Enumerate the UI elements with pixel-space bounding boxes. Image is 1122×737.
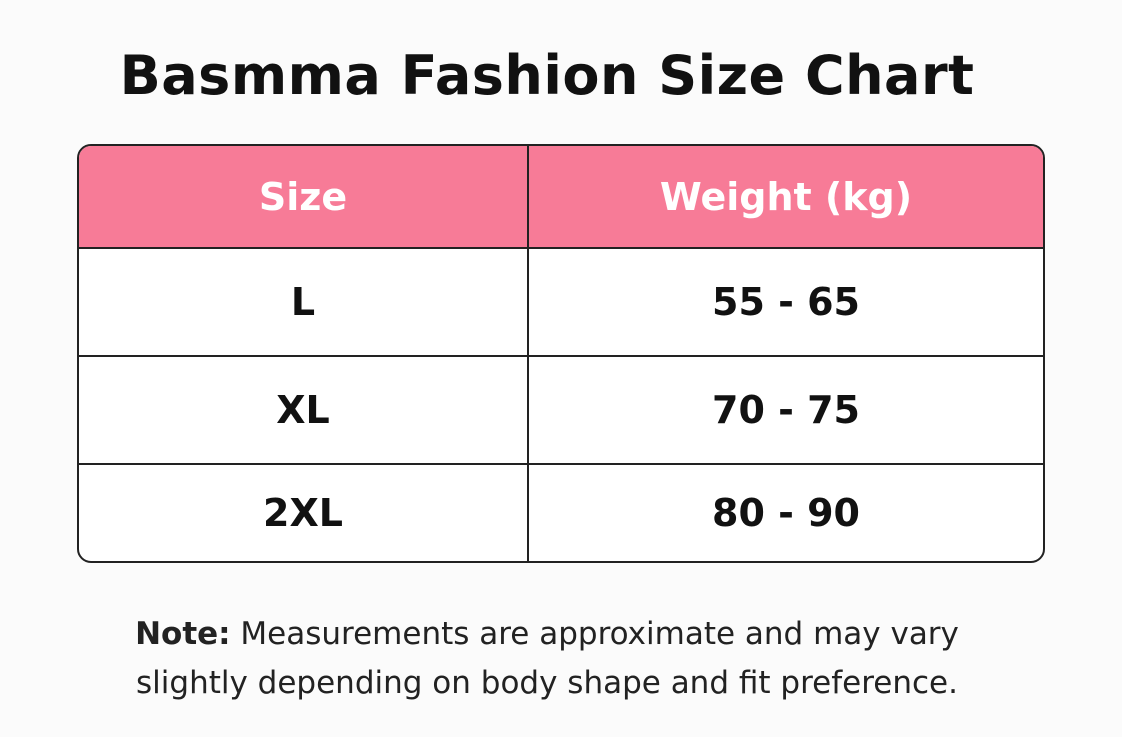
cell: 55 - 65	[529, 247, 1043, 355]
cell: 80 - 90	[529, 463, 1043, 561]
column-header: Weight (kg)	[529, 146, 1043, 247]
title: Basmma Fashion Size Chart	[119, 44, 975, 107]
row: 2XL 80 - 90	[79, 463, 1043, 561]
cell: XL	[79, 355, 529, 463]
size-table: Size Weight (kg) L 55 - 65 XL 70 - 75 2X…	[77, 144, 1045, 563]
column-header: Size	[79, 146, 529, 247]
header-row: Size Weight (kg)	[79, 146, 1043, 247]
cell: 2XL	[79, 463, 529, 561]
note-label: Note:	[135, 616, 231, 652]
row: L 55 - 65	[79, 247, 1043, 355]
note: Note: Measurements are approximate and m…	[112, 610, 982, 708]
row: XL 70 - 75	[79, 355, 1043, 463]
cell: 70 - 75	[529, 355, 1043, 463]
cell: L	[79, 247, 529, 355]
note-text: Measurements are approximate and may var…	[136, 616, 959, 701]
